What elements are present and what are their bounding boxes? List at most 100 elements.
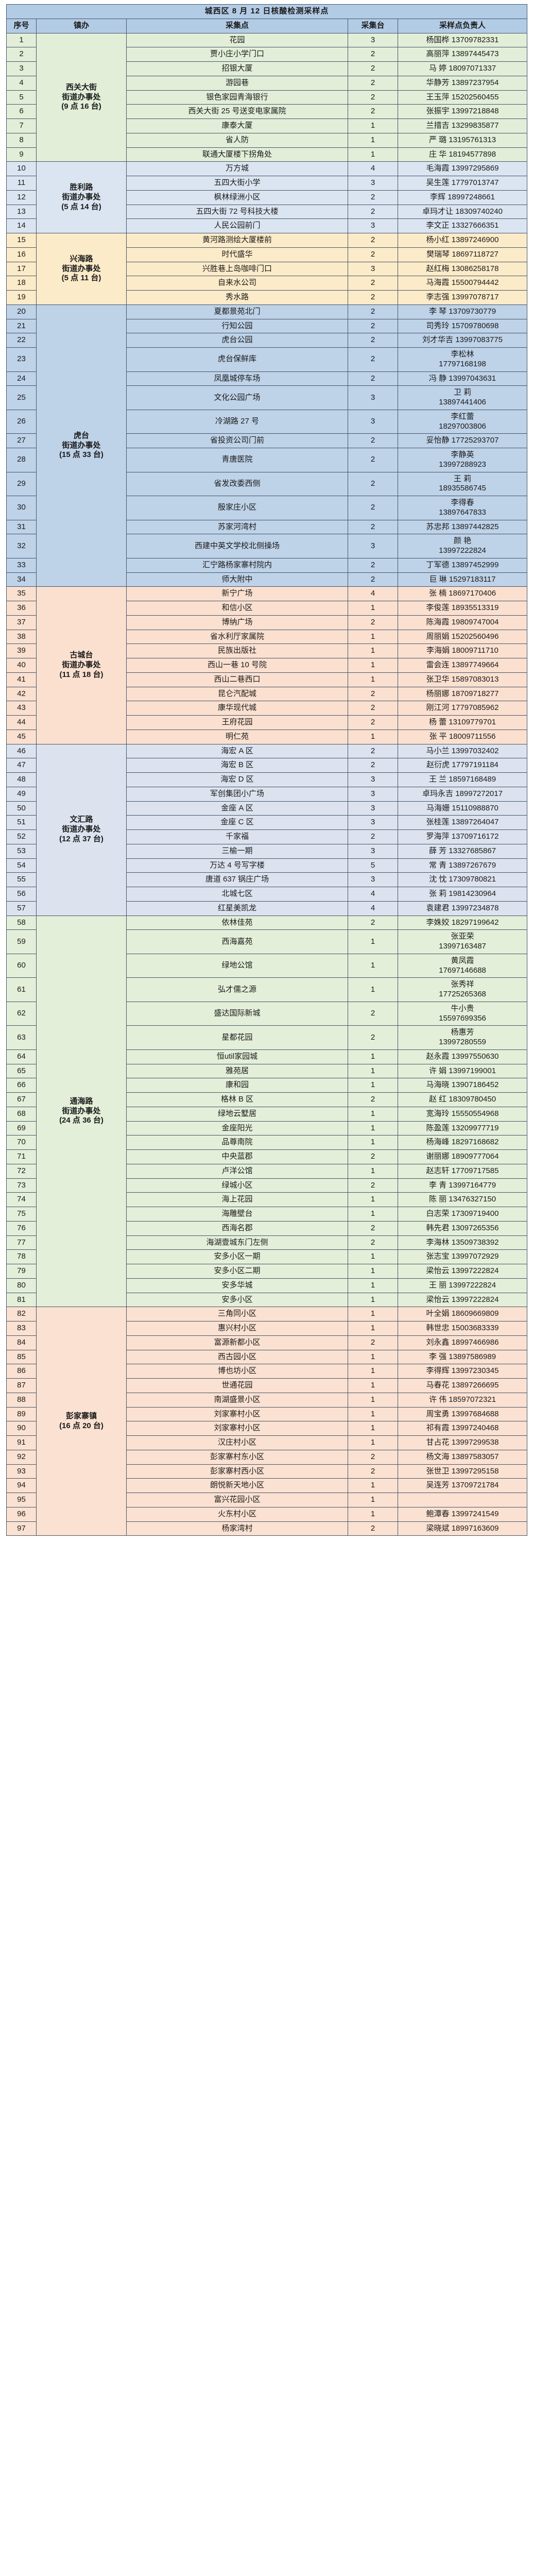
station-count: 1 [348,1321,398,1336]
row-index: 33 [6,557,37,573]
station-count: 2 [348,829,398,844]
station-count: 2 [348,104,398,119]
table-row: 92 彭家寨村东小区 2 杨文海 13897583057 [6,1449,527,1465]
site-manager-contact: 李海林 13509738392 [398,1235,527,1250]
site-manager-contact: 谢丽娜 18909777064 [398,1149,527,1164]
table-row: 2 贾小庄小学门口 2 高丽萍 13897445473 [6,47,527,62]
collection-site: 省人防 [126,132,348,148]
table-row: 77 海湖壹城东门左侧 2 李海林 13509738392 [6,1235,527,1250]
collection-site: 彭家寨村东小区 [126,1449,348,1465]
station-count: 1 [348,1478,398,1493]
collection-site: 苏家河湾村 [126,519,348,535]
table-row: 76 西海名郡 2 韩先君 13097265356 [6,1221,527,1236]
collection-site: 惠兴村小区 [126,1321,348,1336]
station-count: 2 [348,471,398,496]
row-index: 54 [6,858,37,873]
row-index: 12 [6,190,37,205]
table-row: 86 博也坊小区 1 李得辉 13997230345 [6,1364,527,1379]
site-manager-contact: 宽海玲 15550554968 [398,1106,527,1122]
station-count: 2 [348,496,398,520]
collection-site: 虎台保鲜库 [126,347,348,372]
site-manager-contact: 刘才华吉 13997083775 [398,333,527,348]
row-index: 83 [6,1321,37,1336]
collection-site: 枫林绿洲小区 [126,190,348,205]
collection-site: 火东村小区 [126,1506,348,1522]
row-index: 51 [6,815,37,830]
collection-site: 海宏 A 区 [126,743,348,759]
site-manager-contact: 薛 芳 13327685867 [398,843,527,859]
collection-site: 格林 B 区 [126,1092,348,1107]
collection-site: 夏都景苑北门 [126,304,348,319]
station-count: 1 [348,1307,398,1321]
station-count: 2 [348,448,398,472]
station-count: 1 [348,1406,398,1422]
row-index: 68 [6,1106,37,1122]
row-index: 50 [6,801,37,816]
site-manager-contact: 苏忠邦 13897442825 [398,519,527,535]
collection-site: 三角同小区 [126,1307,348,1321]
station-count: 2 [348,1521,398,1536]
station-count: 2 [348,247,398,262]
station-count: 1 [348,118,398,133]
row-index: 84 [6,1335,37,1350]
site-manager-contact: 李海娟 18009711710 [398,643,527,658]
collection-site: 海宏 D 区 [126,772,348,787]
site-manager-contact: 叶全娟 18609669809 [398,1307,527,1321]
collection-site: 中央蓝郡 [126,1149,348,1164]
collection-site: 西海嘉苑 [126,929,348,954]
row-index: 29 [6,471,37,496]
station-count: 2 [348,743,398,759]
row-index: 26 [6,409,37,434]
site-manager-contact: 黄凤霞 17697146688 [398,953,527,978]
row-index: 45 [6,729,37,744]
table-row: 59 西海嘉苑 1 张亚荣 13997163487 [6,929,527,954]
row-index: 78 [6,1249,37,1264]
site-manager-contact: 鲍潭春 13997241549 [398,1506,527,1522]
table-row: 56 北城七区 4 张 莉 19814230964 [6,887,527,902]
table-row: 68 绿地云墅居 1 宽海玲 15550554968 [6,1106,527,1122]
site-manager-contact: 常 青 13897267679 [398,858,527,873]
station-count: 1 [348,1078,398,1093]
table-row: 66 康和园 1 马海晓 13907186452 [6,1078,527,1093]
row-index: 90 [6,1421,37,1436]
row-index: 53 [6,843,37,859]
header-row: 序号 镇办 采集点 采集台 采样点负责人 [6,18,527,33]
station-count: 2 [348,371,398,386]
row-index: 62 [6,1001,37,1026]
site-manager-contact: 张振宇 13997218848 [398,104,527,119]
collection-site: 刘家寨村小区 [126,1421,348,1436]
station-count: 1 [348,1192,398,1207]
station-count: 2 [348,1025,398,1050]
collection-site: 绿地公馆 [126,953,348,978]
collection-site: 招银大厦 [126,61,348,76]
row-index: 13 [6,204,37,219]
collection-site: 兴胜巷上岛咖啡门口 [126,261,348,277]
site-manager-contact: 陈海霞 19809747004 [398,615,527,630]
table-row: 71 中央蓝郡 2 谢丽娜 18909777064 [6,1149,527,1164]
site-manager-contact: 张秀祥 17725265368 [398,977,527,1002]
collection-site: 海上花园 [126,1192,348,1207]
site-manager-contact: 卫 莉 13897441406 [398,385,527,410]
site-manager-contact: 吴生莲 17797013747 [398,176,527,191]
station-count: 2 [348,75,398,91]
table-row: 96 火东村小区 1 鲍潭春 13997241549 [6,1506,527,1522]
table-row: 25 文化公园广场 3 卫 莉 13897441406 [6,385,527,410]
table-row: 94 朗悦新天地小区 1 吴连芳 13709721784 [6,1478,527,1493]
row-index: 59 [6,929,37,954]
site-manager-contact: 甘占花 13997299538 [398,1435,527,1450]
table-row: 69 金座阳光 1 陈盈莲 13209977719 [6,1121,527,1136]
station-count: 2 [348,318,398,334]
table-row: 72 卢洋公馆 1 赵志轩 17709717585 [6,1163,527,1179]
table-row: 64 恒util家园城 1 赵永霞 13997550630 [6,1049,527,1064]
table-row: 23 虎台保鲜库 2 李松林 17797168198 [6,347,527,372]
row-index: 92 [6,1449,37,1465]
collection-site: 西山二巷西口 [126,672,348,687]
site-manager-contact: 华静芳 13897237954 [398,75,527,91]
site-manager-contact: 司秀玲 15709780698 [398,318,527,334]
site-manager-contact: 李得辉 13997230345 [398,1364,527,1379]
site-manager-contact: 赵永霞 13997550630 [398,1049,527,1064]
collection-site: 海雕壁台 [126,1207,348,1222]
collection-site: 绿城小区 [126,1178,348,1193]
site-manager-contact: 严 璐 13195761313 [398,132,527,148]
column-header: 采样点负责人 [398,18,527,33]
